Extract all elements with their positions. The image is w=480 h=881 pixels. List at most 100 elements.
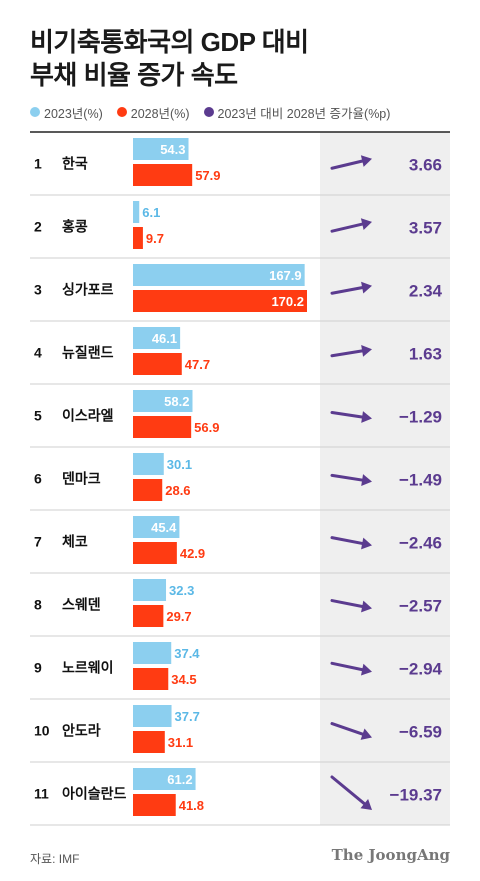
bar-2028 [133,479,163,501]
trend-arrow-icon [330,722,368,737]
country-label: 노르웨이 [62,660,114,676]
country-label: 덴마크 [62,471,101,487]
value-label-2023: 54.3 [160,142,185,157]
country-label: 체코 [62,534,88,550]
change-value-label: −1.29 [399,408,442,427]
bar-2023 [133,642,172,664]
legend-label: 2028년(%) [130,106,190,121]
legend-dot-icon [116,107,127,117]
legend-label: 2023년(%) [44,106,103,121]
change-value-label: 3.66 [409,156,442,175]
country-label: 아이슬란드 [62,786,127,802]
value-label-2028: 57.9 [195,168,220,183]
trend-arrow-icon [330,221,368,233]
trend-arrow-head-icon [360,155,372,167]
change-value-label: −19.37 [390,786,442,805]
bar-2028 [133,353,182,375]
change-value-label: 2.34 [409,282,443,301]
bar-2023 [133,390,193,412]
rank-label: 9 [34,660,42,676]
title-line-2: 부채 비율 증가 속도 [30,60,238,90]
source-note: 자료: IMF [30,852,80,866]
country-label: 안도라 [62,723,101,739]
change-value-label: −6.59 [399,723,442,742]
legend-label: 2023년 대비 2028년 증가율(%p) [217,106,391,121]
rank-label: 1 [34,156,42,172]
trend-arrow-head-icon [360,728,372,740]
value-label-2023: 45.4 [151,520,177,535]
change-value-label: −1.49 [399,471,442,490]
trend-arrow-head-icon [361,411,372,423]
chart-title: 비기축통화국의 GDP 대비 부채 비율 증가 속도 [30,26,450,92]
rank-label: 2 [34,219,42,235]
brand-logo: The JoongAng [331,846,450,864]
change-value-label: 3.57 [409,219,442,238]
bar-2023 [133,453,164,475]
legend: 2023년(%) 2028년(%) 2023년 대비 2028년 증가율(%p) [30,103,404,122]
bar-2028 [133,164,193,186]
legend-item-change: 2023년 대비 2028년 증가율(%p) [203,103,391,122]
rank-label: 11 [34,786,49,802]
bar-2028 [133,542,177,564]
change-value-label: −2.57 [399,597,442,616]
trend-arrow-icon [330,473,368,483]
rank-label: 4 [34,345,42,361]
value-label-2028: 56.9 [194,420,219,435]
rank-label: 8 [34,597,42,613]
value-label-2028: 41.8 [179,798,204,813]
country-label: 뉴질랜드 [62,345,114,361]
change-value-label: 1.63 [409,345,442,364]
value-label-2023: 46.1 [152,331,177,346]
value-label-2028: 29.7 [166,609,191,624]
bar-2028 [133,605,164,627]
trend-arrow-head-icon [361,281,372,294]
trend-arrow-icon [330,285,368,295]
bar-2023 [133,201,140,223]
rank-label: 7 [34,534,42,550]
bar-2028 [133,731,165,753]
country-label: 이스라엘 [62,408,114,424]
bar-2023 [133,138,189,160]
trend-arrow-head-icon [361,537,372,550]
bar-2028 [133,668,169,690]
value-label-2028: 9.7 [146,231,164,246]
bar-2023 [133,768,196,790]
value-label-2028: 170.2 [271,294,304,309]
trend-arrow-icon [330,775,369,808]
bar-2023 [133,705,172,727]
rank-label: 6 [34,471,42,487]
value-label-2023: 30.1 [167,457,192,472]
country-label: 스웨덴 [62,597,101,613]
trend-arrow-icon [330,599,368,609]
value-label-2023: 167.9 [269,268,302,283]
trend-arrow-head-icon [361,344,372,357]
bar-2023 [133,579,167,601]
bar-2028 [133,227,143,249]
value-label-2023: 61.2 [167,772,192,787]
change-value-label: −2.94 [399,660,443,679]
value-label-2023: 6.1 [142,205,160,220]
bar-2028 [133,290,307,312]
trend-arrow-icon [330,661,368,672]
rank-label: 10 [34,723,50,739]
value-label-2028: 42.9 [180,546,205,561]
bar-2028 [133,794,176,816]
trend-arrow-icon [330,411,368,420]
trend-arrow-head-icon [360,663,372,676]
bar-2023 [133,516,180,538]
country-label: 싱가포르 [62,282,114,298]
value-label-2023: 32.3 [169,583,194,598]
legend-dot-icon [203,107,214,117]
trend-arrow-head-icon [361,474,372,487]
trend-arrow-icon [330,158,368,170]
value-label-2023: 37.4 [174,646,200,661]
rank-label: 3 [34,282,42,298]
value-label-2023: 58.2 [164,394,189,409]
value-label-2023: 37.7 [175,709,200,724]
country-label: 한국 [62,156,88,172]
legend-item-2028: 2028년(%) [116,103,190,122]
trend-arrow-head-icon [361,600,372,613]
trend-arrow-head-icon [360,218,372,230]
value-label-2028: 28.6 [165,483,190,498]
